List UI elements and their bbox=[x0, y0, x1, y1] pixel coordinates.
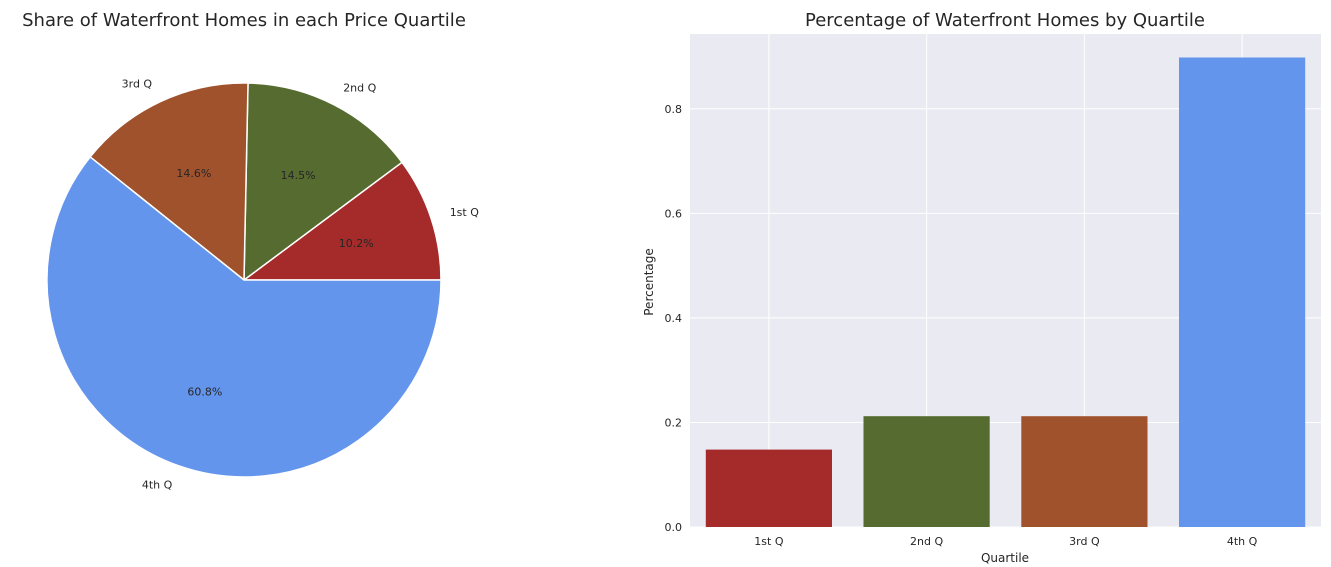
pie-label-3rd-q: 3rd Q bbox=[122, 78, 153, 91]
bar-3rd-q bbox=[1021, 416, 1148, 527]
x-tick-label-1st-q: 1st Q bbox=[754, 535, 784, 548]
y-tick-label: 0.0 bbox=[665, 521, 683, 534]
pie-slice-2nd-q bbox=[243, 82, 404, 282]
pie-slices bbox=[46, 82, 442, 478]
pie-value-label-2nd-q: 14.5% bbox=[281, 169, 316, 182]
bars bbox=[705, 57, 1306, 527]
x-tick-label-2nd-q: 2nd Q bbox=[910, 535, 943, 548]
bar-2nd-q bbox=[863, 416, 990, 527]
y-tick-label: 0.2 bbox=[665, 416, 683, 429]
pie-label-4th-q: 4th Q bbox=[142, 479, 173, 492]
x-tick-label-4th-q: 4th Q bbox=[1227, 535, 1258, 548]
pie-labels: 1st Q 10.2% 2nd Q 14.5% 3rd Q 14.6% 4th Q 60.8% bbox=[122, 78, 480, 492]
pie-slice-4th-q bbox=[46, 155, 442, 478]
pie-label-1st-q: 1st Q bbox=[450, 206, 480, 219]
y-axis-label: Percentage bbox=[642, 248, 656, 316]
pie-slice-1st-q bbox=[241, 161, 442, 281]
pie-chart-title: Share of Waterfront Homes in each Price … bbox=[22, 10, 466, 31]
y-tick-label: 0.6 bbox=[665, 207, 683, 220]
bar-chart: Percentage of Waterfront Homes by Quarti… bbox=[642, 10, 1321, 565]
pie-value-label-4th-q: 60.8% bbox=[187, 386, 222, 399]
y-tick-label: 0.4 bbox=[665, 312, 683, 325]
bar-1st-q bbox=[705, 449, 832, 527]
x-tick-label-3rd-q: 3rd Q bbox=[1069, 535, 1100, 548]
pie-label-2nd-q: 2nd Q bbox=[343, 81, 376, 94]
pie-chart: Share of Waterfront Homes in each Price … bbox=[22, 10, 479, 492]
y-tick-label: 0.8 bbox=[665, 103, 683, 116]
x-axis-label: Quartile bbox=[981, 551, 1029, 565]
y-axis-ticks: 0.0 0.2 0.4 0.6 0.8 bbox=[665, 103, 683, 534]
bar-4th-q bbox=[1179, 57, 1306, 527]
pie-slice-3rd-q bbox=[89, 82, 249, 282]
bar-chart-title: Percentage of Waterfront Homes by Quarti… bbox=[805, 10, 1205, 31]
pie-value-label-1st-q: 10.2% bbox=[339, 237, 374, 250]
x-axis-ticks: 1st Q 2nd Q 3rd Q 4th Q bbox=[754, 535, 1257, 548]
pie-value-label-3rd-q: 14.6% bbox=[176, 167, 211, 180]
